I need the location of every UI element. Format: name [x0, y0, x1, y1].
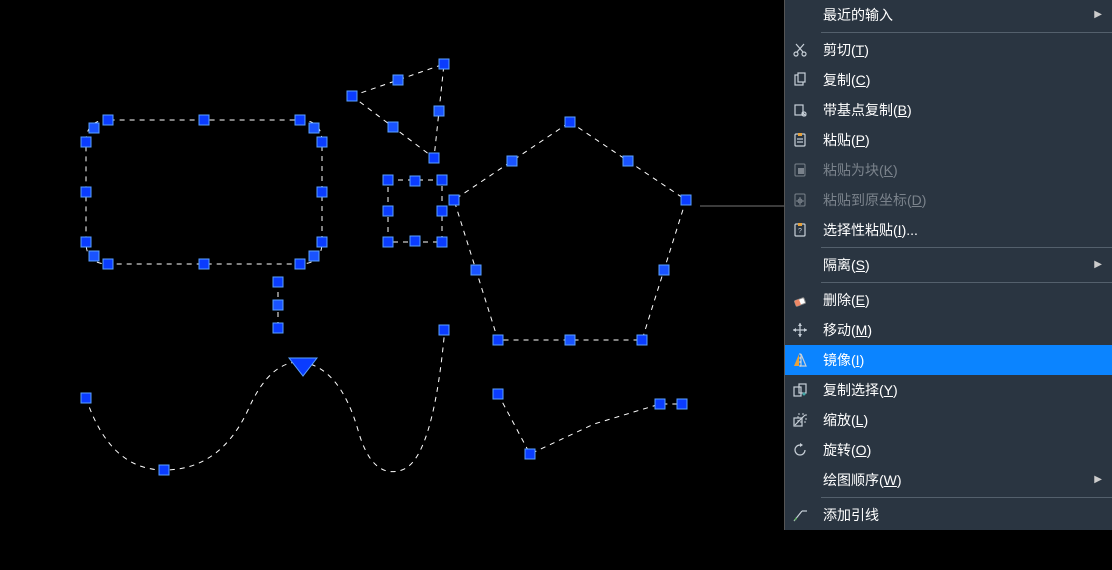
menu-item-cut[interactable]: 剪切(T)	[785, 35, 1112, 65]
menu-label: 复制选择(Y)	[823, 375, 1112, 405]
menu-label: 粘贴到原坐标(D)	[823, 185, 1112, 215]
pasteorig-icon	[785, 192, 815, 208]
menu-item-recent-input[interactable]: 最近的输入▶	[785, 0, 1112, 30]
menu-item-paste-as-block: 粘贴为块(K)	[785, 155, 1112, 185]
menu-item-paste[interactable]: 粘贴(P)	[785, 125, 1112, 155]
erase-icon	[785, 292, 815, 308]
menu-item-paste-original: 粘贴到原坐标(D)	[785, 185, 1112, 215]
copybase-icon	[785, 102, 815, 118]
menu-item-copy-with-base[interactable]: 带基点复制(B)	[785, 95, 1112, 125]
mirror-icon	[785, 352, 815, 368]
submenu-arrow-icon: ▶	[1094, 0, 1102, 30]
menu-item-rotate[interactable]: 旋转(O)	[785, 435, 1112, 465]
menu-label: 复制(C)	[823, 65, 1112, 95]
menu-item-move[interactable]: 移动(M)	[785, 315, 1112, 345]
menu-label: 移动(M)	[823, 315, 1112, 345]
menu-separator	[821, 282, 1112, 283]
context-menu: 最近的输入▶剪切(T)复制(C)带基点复制(B)粘贴(P)粘贴为块(K)粘贴到原…	[784, 0, 1112, 530]
menu-label: 剪切(T)	[823, 35, 1112, 65]
menu-label: 选择性粘贴(I)...	[823, 215, 1112, 245]
menu-item-scale[interactable]: 缩放(L)	[785, 405, 1112, 435]
pastespecial-icon: ?	[785, 222, 815, 238]
menu-item-copy-selection[interactable]: 复制选择(Y)	[785, 375, 1112, 405]
svg-text:?: ?	[798, 228, 802, 235]
menu-label: 旋转(O)	[823, 435, 1112, 465]
menu-item-copy[interactable]: 复制(C)	[785, 65, 1112, 95]
menu-item-add-leader[interactable]: 添加引线	[785, 500, 1112, 530]
menu-separator	[821, 497, 1112, 498]
menu-item-mirror[interactable]: 镜像(I)	[785, 345, 1112, 375]
copysel-icon	[785, 382, 815, 398]
menu-label: 镜像(I)	[823, 345, 1112, 375]
cut-icon	[785, 42, 815, 58]
submenu-arrow-icon: ▶	[1094, 465, 1102, 495]
menu-separator	[821, 247, 1112, 248]
menu-label: 隔离(S)	[823, 250, 1112, 280]
menu-separator	[821, 32, 1112, 33]
menu-label: 删除(E)	[823, 285, 1112, 315]
menu-item-isolate[interactable]: 隔离(S)▶	[785, 250, 1112, 280]
menu-label: 缩放(L)	[823, 405, 1112, 435]
paste-icon	[785, 132, 815, 148]
menu-item-draw-order[interactable]: 绘图顺序(W)▶	[785, 465, 1112, 495]
leader-icon	[785, 507, 815, 523]
menu-label: 带基点复制(B)	[823, 95, 1112, 125]
move-icon	[785, 322, 815, 338]
menu-label: 粘贴为块(K)	[823, 155, 1112, 185]
menu-item-delete[interactable]: 删除(E)	[785, 285, 1112, 315]
submenu-arrow-icon: ▶	[1094, 250, 1102, 280]
menu-label: 最近的输入	[823, 0, 1112, 30]
scale-icon	[785, 412, 815, 428]
rotate-icon	[785, 442, 815, 458]
copy-icon	[785, 72, 815, 88]
menu-label: 绘图顺序(W)	[823, 465, 1112, 495]
menu-label: 粘贴(P)	[823, 125, 1112, 155]
menu-label: 添加引线	[823, 500, 1112, 530]
menu-item-paste-special[interactable]: ? 选择性粘贴(I)...	[785, 215, 1112, 245]
pasteblock-icon	[785, 162, 815, 178]
